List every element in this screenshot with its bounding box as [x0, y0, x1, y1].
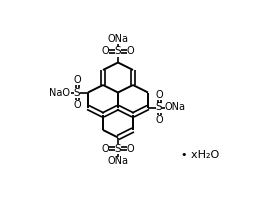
Text: O: O [127, 46, 134, 56]
Text: O: O [73, 75, 81, 85]
Text: O: O [155, 115, 163, 125]
Text: ONa: ONa [164, 102, 186, 112]
Text: S: S [74, 88, 80, 98]
Text: • xH₂O: • xH₂O [181, 150, 219, 160]
Text: O: O [102, 144, 109, 154]
Text: ONa: ONa [107, 33, 128, 44]
Text: O: O [102, 46, 109, 56]
Text: ONa: ONa [107, 156, 128, 166]
Text: O: O [127, 144, 134, 154]
Text: S: S [115, 144, 121, 154]
Text: S: S [115, 46, 121, 56]
Text: NaO: NaO [50, 88, 70, 98]
Text: S: S [156, 102, 162, 112]
Text: O: O [155, 90, 163, 100]
Text: O: O [73, 100, 81, 110]
